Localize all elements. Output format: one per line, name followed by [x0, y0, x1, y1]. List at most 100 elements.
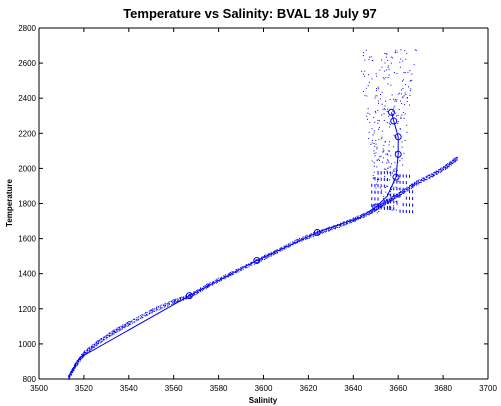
data-point: [116, 331, 118, 333]
data-point: [386, 199, 388, 201]
data-point: [381, 203, 383, 205]
data-point: [454, 160, 456, 162]
data-point: [250, 262, 252, 264]
data-point: [433, 175, 435, 177]
data-point: [385, 56, 387, 58]
data-point: [387, 203, 389, 205]
data-point: [296, 242, 298, 244]
data-point: [449, 163, 451, 165]
data-point: [114, 331, 116, 333]
data-point: [102, 338, 104, 340]
y-tick-label: 1000: [18, 340, 36, 349]
y-tick-label: 2400: [18, 94, 36, 103]
data-point: [113, 329, 115, 331]
data-point: [384, 204, 386, 206]
data-point: [157, 306, 159, 308]
data-point: [153, 310, 155, 312]
data-point: [119, 328, 121, 330]
data-point: [75, 365, 77, 367]
data-point: [377, 177, 379, 181]
data-point: [387, 201, 389, 203]
data-point: [242, 268, 244, 270]
data-point: [72, 369, 74, 371]
data-point: [403, 191, 405, 193]
data-point: [124, 327, 126, 329]
data-point: [125, 324, 127, 326]
data-point: [82, 352, 84, 354]
data-point: [455, 159, 457, 161]
data-point: [267, 255, 269, 257]
data-point: [411, 73, 413, 75]
data-point: [70, 370, 72, 372]
data-point: [375, 89, 377, 91]
data-point: [401, 114, 403, 116]
data-point: [286, 244, 288, 246]
data-point: [417, 180, 419, 182]
data-point: [247, 263, 249, 265]
data-point: [442, 168, 444, 170]
data-point: [374, 190, 376, 194]
data-point: [412, 197, 414, 201]
data-point: [301, 240, 303, 242]
data-point: [397, 121, 399, 123]
data-point: [426, 178, 428, 180]
data-point: [346, 223, 348, 225]
data-point: [450, 163, 452, 165]
data-point: [203, 288, 205, 290]
data-point: [98, 340, 100, 342]
data-point: [397, 180, 399, 182]
data-point: [130, 321, 132, 323]
data-point: [71, 372, 73, 374]
data-point: [381, 103, 383, 105]
data-point: [138, 319, 140, 321]
data-point: [213, 281, 215, 283]
data-point: [122, 326, 124, 328]
data-point: [116, 327, 118, 329]
data-point: [425, 178, 427, 180]
data-point: [396, 195, 398, 197]
data-point: [389, 198, 391, 200]
data-point: [280, 250, 282, 252]
data-point: [387, 201, 389, 203]
data-point: [385, 168, 387, 170]
data-point: [393, 107, 395, 109]
data-point: [373, 116, 375, 118]
data-point: [171, 299, 173, 301]
data-point: [377, 184, 379, 188]
data-point: [350, 221, 352, 223]
data-point: [71, 371, 73, 373]
data-point: [387, 65, 389, 67]
data-point: [399, 128, 401, 130]
data-point: [367, 85, 369, 87]
data-point: [303, 239, 305, 241]
data-point: [168, 301, 170, 303]
data-point: [345, 220, 347, 222]
data-point: [393, 134, 395, 136]
data-point: [415, 184, 417, 186]
data-point: [182, 299, 184, 301]
data-point: [374, 209, 376, 211]
data-point: [450, 160, 452, 162]
data-point: [386, 178, 388, 182]
x-tick-label: 3500: [30, 384, 48, 393]
data-point: [409, 104, 411, 106]
data-point: [384, 141, 386, 143]
data-point: [387, 200, 389, 202]
data-point: [200, 288, 202, 290]
data-point: [108, 334, 110, 336]
data-point: [377, 119, 379, 121]
data-point: [426, 176, 428, 178]
data-point: [405, 188, 407, 190]
data-point: [279, 247, 281, 249]
data-point: [380, 191, 382, 195]
data-point: [362, 91, 364, 93]
data-point: [79, 356, 81, 358]
data-point: [313, 234, 315, 236]
data-point: [388, 199, 390, 201]
data-point: [392, 170, 394, 172]
data-point: [290, 245, 292, 247]
data-point: [261, 256, 263, 258]
data-point: [320, 232, 322, 234]
data-point: [389, 205, 391, 207]
data-point: [223, 275, 225, 277]
